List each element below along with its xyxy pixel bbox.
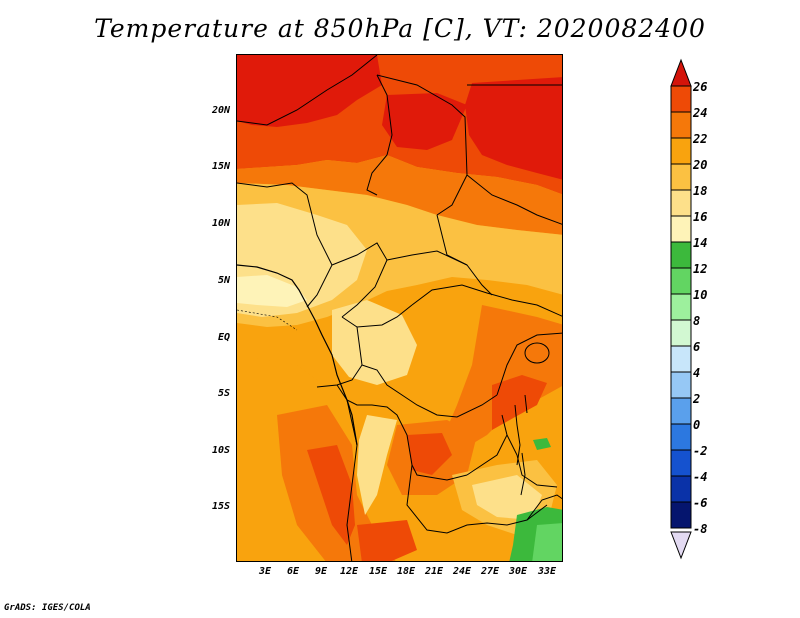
band-22-north xyxy=(237,155,562,235)
lat-label-eq: EQ xyxy=(217,332,230,343)
lon-label-21e: 21E xyxy=(424,566,444,577)
colorbar-box xyxy=(670,111,692,139)
lon-label-9e: 9E xyxy=(314,566,328,577)
band-26-north-center xyxy=(382,93,467,150)
colorbar-label-24: 24 xyxy=(693,106,708,120)
colorbar-box xyxy=(670,423,692,451)
colorbar-label-18: 18 xyxy=(693,184,708,198)
band-24-angola xyxy=(407,433,452,475)
colorbar-label-0: 0 xyxy=(693,418,701,432)
colorbar-box xyxy=(670,397,692,425)
colorbar-box xyxy=(670,501,692,529)
lon-label-3e: 3E xyxy=(258,566,272,577)
colorbar-box xyxy=(670,215,692,243)
colorbar-label-8: 8 xyxy=(693,314,701,328)
lon-label-12e: 12E xyxy=(339,566,359,577)
band-26-north-west xyxy=(237,55,382,127)
colorbar-box xyxy=(670,137,692,165)
colorbar-label-minus-8: -8 xyxy=(693,522,708,536)
lat-label-20n: 20N xyxy=(211,105,230,116)
band-24-south-bottom xyxy=(357,520,417,561)
band-22-east xyxy=(442,305,562,450)
colorbar-label-26: 26 xyxy=(693,80,708,94)
map-panel xyxy=(236,54,563,562)
colorbar-over-triangle xyxy=(670,58,692,87)
colorbar-label-minus-2: -2 xyxy=(693,444,708,458)
colorbar-box xyxy=(670,371,692,399)
coastline xyxy=(237,264,358,446)
colorbar xyxy=(670,58,692,560)
lon-label-18e: 18E xyxy=(396,566,416,577)
colorbar-box xyxy=(670,267,692,295)
colorbar-label-20: 20 xyxy=(693,158,708,172)
lat-label-5s: 5S xyxy=(217,388,230,399)
map-title: Temperature at 850hPa [C], VT: 202008240… xyxy=(94,14,706,43)
band-26-north-east xyxy=(465,77,562,180)
lat-label-10n: 10N xyxy=(211,218,230,229)
colorbar-label-12: 12 xyxy=(693,262,708,276)
lon-label-27e: 27E xyxy=(480,566,500,577)
colorbar-label-22: 22 xyxy=(693,132,708,146)
band-24-east xyxy=(492,375,547,430)
colorbar-box xyxy=(670,163,692,191)
lat-label-15s: 15S xyxy=(211,501,230,512)
colorbar-label-minus-6: -6 xyxy=(693,496,708,510)
colorbar-box xyxy=(670,189,692,217)
band-14-coast xyxy=(237,275,307,307)
colorbar-label-minus-4: -4 xyxy=(693,470,708,484)
colorbar-label-14: 14 xyxy=(693,236,708,250)
lat-label-10s: 10S xyxy=(211,445,230,456)
colorbar-box xyxy=(670,319,692,347)
band-16-zambia xyxy=(472,475,542,520)
lat-label-5n: 5N xyxy=(217,275,230,286)
colorbar-box xyxy=(670,345,692,373)
band-10-southeast xyxy=(532,523,562,561)
colorbar-box xyxy=(670,85,692,113)
band-12-small-patch xyxy=(533,438,551,450)
colorbar-box xyxy=(670,449,692,477)
colorbar-label-6: 6 xyxy=(693,340,701,354)
colorbar-label-4: 4 xyxy=(693,366,701,380)
grads-credit: GrADS: IGES/COLA xyxy=(4,603,91,613)
colorbar-under-triangle xyxy=(670,531,692,560)
lakes xyxy=(514,342,550,496)
lon-label-30e: 30E xyxy=(508,566,528,577)
band-24-south-west xyxy=(307,445,355,545)
lon-label-15e: 15E xyxy=(368,566,388,577)
lon-label-6e: 6E xyxy=(286,566,300,577)
country-borders xyxy=(237,55,562,561)
colorbar-label-16: 16 xyxy=(693,210,708,224)
temperature-field xyxy=(237,55,562,561)
colorbar-label-10: 10 xyxy=(693,288,708,302)
colorbar-box xyxy=(670,293,692,321)
lon-label-33e: 33E xyxy=(537,566,557,577)
band-16-angola-highland xyxy=(357,415,397,515)
colorbar-boxes xyxy=(670,85,692,529)
ocean-white-edge xyxy=(237,309,298,331)
colorbar-box xyxy=(670,475,692,503)
lon-label-24e: 24E xyxy=(452,566,472,577)
lat-label-15n: 15N xyxy=(211,161,230,172)
band-16-congo xyxy=(332,300,417,385)
colorbar-label-2: 2 xyxy=(693,392,701,406)
colorbar-box xyxy=(670,241,692,269)
